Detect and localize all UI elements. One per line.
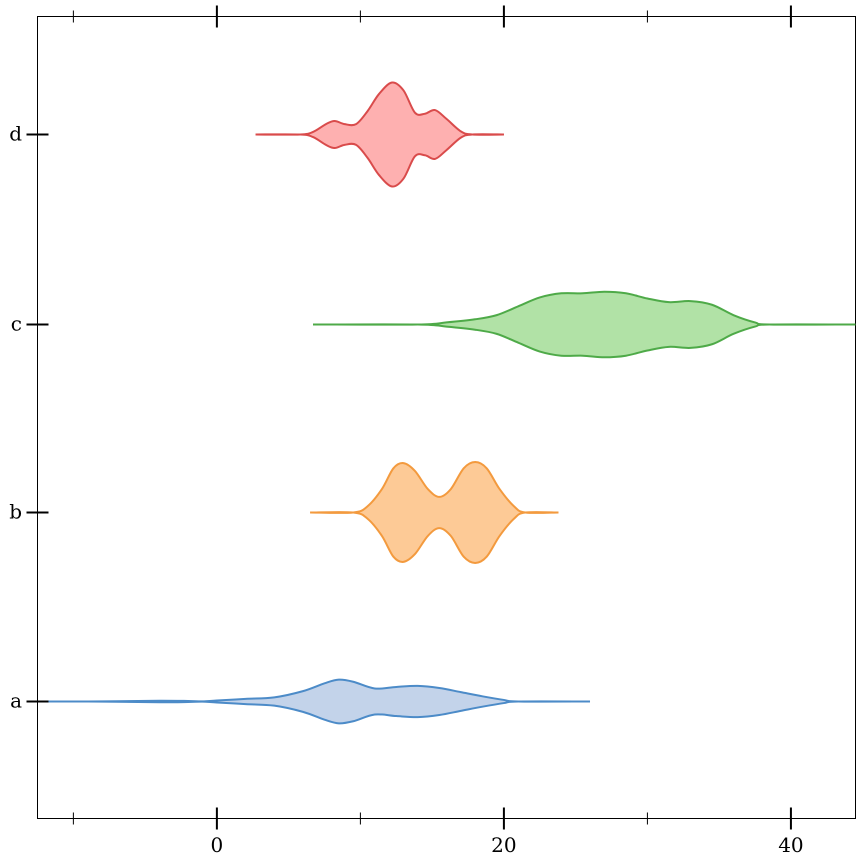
- violin-d: [255, 81, 504, 188]
- violin-outline-top-b: [310, 461, 559, 514]
- axes-layer: 0 20 40 a b c d: [9, 5, 804, 857]
- violin-body-d: [255, 82, 504, 187]
- violin-b: [310, 461, 559, 564]
- y-tick-label-d: d: [9, 122, 22, 146]
- violin-outline-bottom-d: [255, 133, 504, 188]
- x-tick-label: 20: [491, 833, 516, 857]
- violin-layer: [37, 81, 856, 725]
- violin-outline-top-c: [313, 290, 856, 326]
- violin-a: [37, 678, 591, 725]
- violin-c: [313, 290, 856, 359]
- y-tick-label-a: a: [10, 689, 22, 713]
- violin-outline-bottom-c: [313, 323, 856, 359]
- violin-body-c: [313, 291, 856, 358]
- violin-outline-bottom-a: [37, 700, 591, 725]
- x-tick-label: 0: [211, 833, 224, 857]
- plot-frame: [37, 16, 856, 819]
- y-tick-label-b: b: [9, 500, 22, 524]
- y-tick-label-c: c: [11, 312, 22, 336]
- x-tick-label: 40: [778, 833, 803, 857]
- violin-outline-bottom-b: [310, 511, 559, 564]
- violin-outline-top-a: [37, 678, 591, 703]
- violin-body-b: [310, 462, 559, 563]
- violin-outline-top-d: [255, 81, 504, 136]
